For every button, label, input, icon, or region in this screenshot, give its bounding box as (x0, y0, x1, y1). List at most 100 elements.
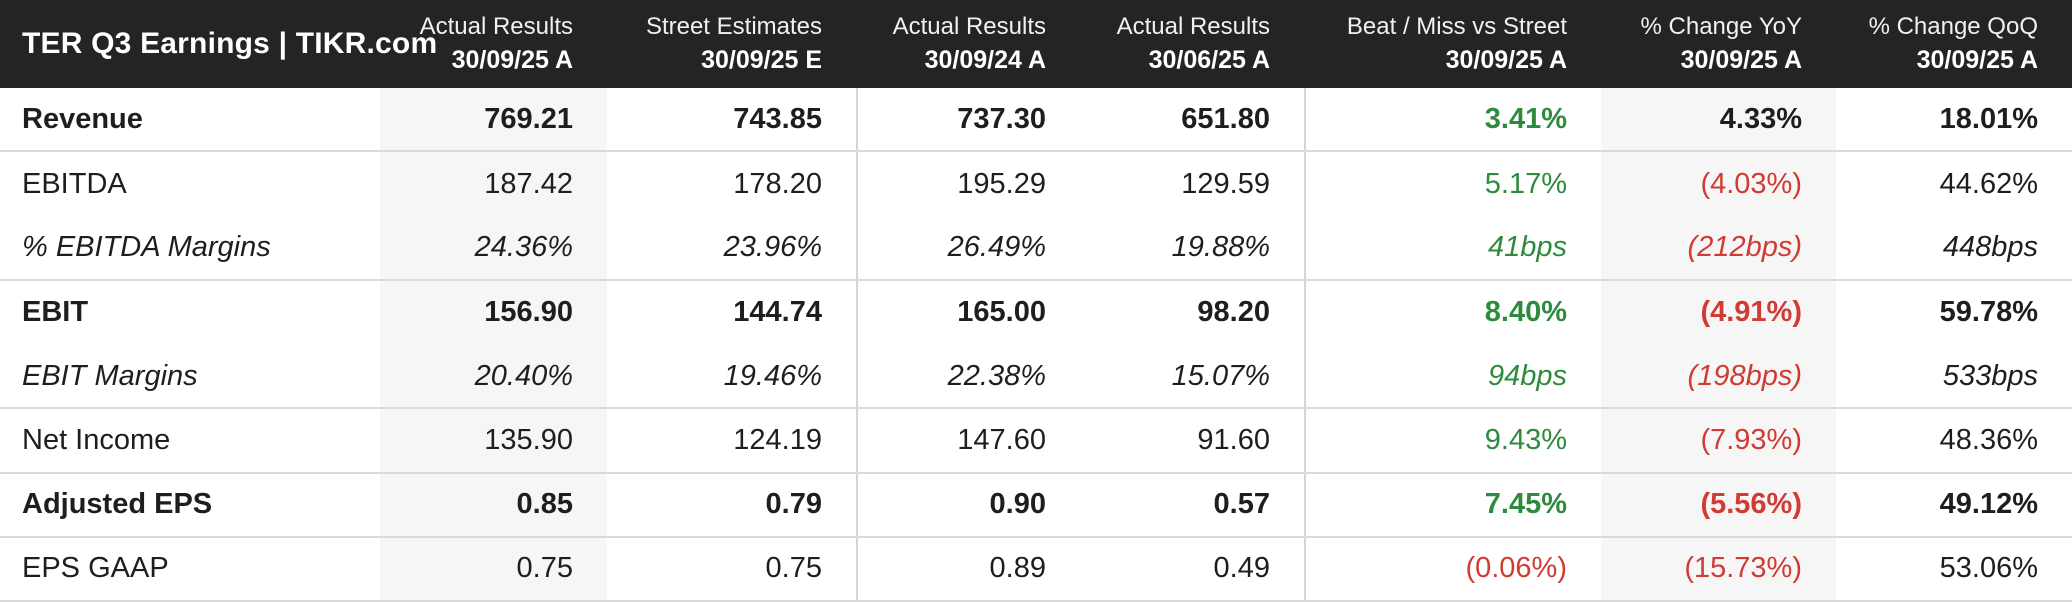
value-text: 98.20 (1197, 296, 1270, 329)
value-text: 0.75 (516, 552, 573, 585)
value-cell: 135.90 (380, 409, 607, 472)
value-text: 0.75 (765, 552, 822, 585)
value-text: 0.79 (765, 488, 822, 521)
column-header-3: Actual Results 30/09/24 A (856, 10, 1080, 79)
row-label: EBITDA (22, 167, 127, 200)
value-cell: 147.60 (856, 409, 1080, 472)
column-header-date-label: 30/09/25 A (451, 46, 573, 75)
value-text: 0.90 (989, 488, 1046, 521)
column-header-1: Actual Results 30/09/25 A (380, 10, 607, 79)
value-cell: 165.00 (856, 280, 1080, 345)
value-cell: 3.41% (1304, 88, 1601, 151)
value-text: 48.36% (1939, 423, 2038, 456)
column-header-6: % Change YoY 30/09/25 A (1601, 10, 1836, 79)
row-label: Revenue (22, 102, 143, 135)
value-text: 41bps (1487, 231, 1567, 264)
value-cell: 24.36% (380, 216, 607, 279)
value-text: 144.74 (733, 296, 822, 329)
value-cell: 533bps (1836, 345, 2072, 407)
value-text: 4.33% (1719, 102, 1802, 135)
value-text: 7.45% (1484, 488, 1567, 521)
value-cell: 651.80 (1080, 88, 1304, 150)
row-label: Adjusted EPS (22, 488, 213, 521)
column-header-7: % Change QoQ 30/09/25 A (1836, 10, 2072, 79)
value-text: 22.38% (947, 359, 1046, 392)
value-text: 448bps (1942, 231, 2038, 264)
value-cell: 769.21 (380, 88, 607, 151)
table-body: Revenue 769.21 743.85 737.30 651.80 3.41% 4.33… (0, 88, 2072, 602)
value-cell: 8.40% (1304, 280, 1601, 345)
column-header-date-label: 30/09/24 A (924, 46, 1046, 75)
value-cell: 0.89 (856, 537, 1080, 600)
value-text: 8.40% (1484, 296, 1567, 329)
value-cell: 0.57 (1080, 474, 1304, 536)
value-cell: 26.49% (856, 216, 1080, 279)
table-row: % EBITDA Margins 24.36% 23.96% 26.49% 19.88%… (0, 216, 2072, 281)
value-text: 3.41% (1484, 102, 1567, 135)
column-header-metric-label: Actual Results (1116, 12, 1270, 40)
table-title: TER Q3 Earnings | TIKR.com (22, 27, 438, 60)
value-text: 0.57 (1213, 488, 1270, 521)
value-cell: 53.06% (1836, 538, 2072, 600)
value-cell: 0.49 (1080, 538, 1304, 600)
value-cell: 15.07% (1080, 345, 1304, 407)
value-text: 26.49% (947, 231, 1046, 264)
table-row: Adjusted EPS 0.85 0.79 0.90 0.57 7.45% (5.56%)… (0, 473, 2072, 538)
value-cell: 9.43% (1304, 409, 1601, 472)
value-text: 156.90 (484, 296, 573, 329)
value-text: 737.30 (957, 102, 1046, 135)
value-text: (0.06%) (1465, 552, 1567, 585)
value-cell: 448bps (1836, 217, 2072, 279)
value-cell: 195.29 (856, 152, 1080, 217)
value-text: 19.88% (1171, 231, 1270, 264)
value-text: 0.89 (989, 552, 1046, 585)
value-cell: 23.96% (607, 217, 856, 279)
value-cell: (198bps) (1601, 345, 1836, 408)
value-text: 23.96% (723, 231, 822, 264)
value-text: 533bps (1942, 359, 2038, 392)
value-cell: 0.90 (856, 473, 1080, 536)
value-cell: 144.74 (607, 281, 856, 345)
column-header-date-label: 30/09/25 E (701, 46, 822, 75)
column-header-date-label: 30/09/25 A (1916, 46, 2038, 75)
value-cell: 20.40% (380, 345, 607, 408)
value-cell: 98.20 (1080, 281, 1304, 345)
value-text: 20.40% (474, 359, 573, 392)
value-text: 24.36% (474, 231, 573, 264)
value-text: 49.12% (1939, 488, 2038, 521)
value-text: 743.85 (733, 102, 822, 135)
value-cell: 18.01% (1836, 88, 2072, 150)
column-header-metric-label: % Change QoQ (1868, 12, 2038, 40)
value-text: 0.85 (516, 488, 573, 521)
value-text: 91.60 (1197, 423, 1270, 456)
value-text: 187.42 (484, 167, 573, 200)
value-text: (15.73%) (1684, 552, 1802, 585)
value-cell: 7.45% (1304, 473, 1601, 536)
value-text: 19.46% (723, 359, 822, 392)
column-header-metric-label: Actual Results (892, 12, 1046, 40)
table-row: Net Income 135.90 124.19 147.60 91.60 9.43% (7… (0, 409, 2072, 474)
value-cell: 4.33% (1601, 88, 1836, 151)
row-label: Net Income (22, 423, 171, 456)
value-cell: 0.85 (380, 473, 607, 536)
value-cell: 19.46% (607, 345, 856, 407)
value-cell: (7.93%) (1601, 409, 1836, 472)
value-text: 53.06% (1939, 552, 2038, 585)
value-text: 9.43% (1484, 423, 1567, 456)
value-cell: 0.79 (607, 474, 856, 536)
table-row: EBIT Margins 20.40% 19.46% 22.38% 15.07% 94bp… (0, 345, 2072, 410)
value-cell: 5.17% (1304, 152, 1601, 217)
value-text: 124.19 (733, 423, 822, 456)
column-header-date-label: 30/06/25 A (1148, 46, 1270, 75)
column-header-metric-label: Beat / Miss vs Street (1346, 12, 1567, 40)
value-cell: 0.75 (380, 537, 607, 600)
column-header-metric-label: Actual Results (419, 12, 573, 40)
value-text: 44.62% (1939, 167, 2038, 200)
value-text: (4.91%) (1700, 296, 1802, 329)
value-text: 0.49 (1213, 552, 1270, 585)
value-cell: 94bps (1304, 345, 1601, 408)
value-cell: 156.90 (380, 280, 607, 345)
value-cell: 187.42 (380, 152, 607, 217)
value-text: 5.17% (1484, 167, 1567, 200)
row-label: % EBITDA Margins (22, 231, 271, 264)
